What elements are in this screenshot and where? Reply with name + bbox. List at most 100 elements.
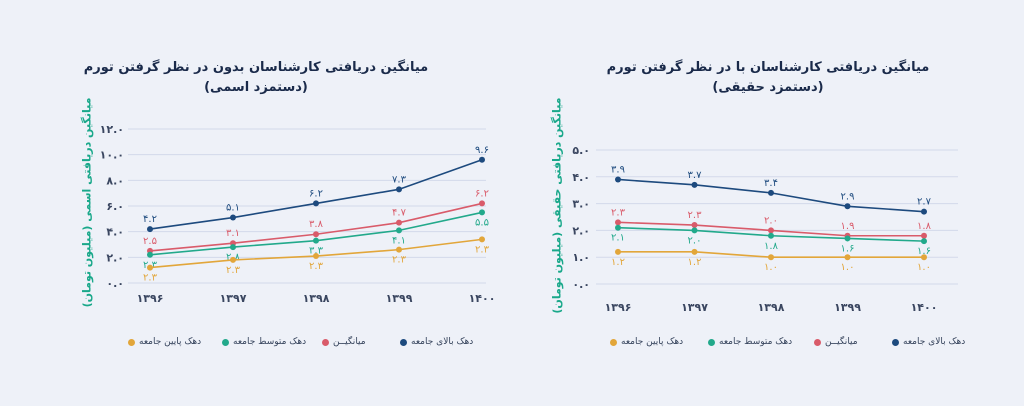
nominal-data-label-avg: ۳.۱ — [226, 228, 240, 239]
nominal-point-top — [313, 200, 319, 207]
nominal-data-label-top: ۹.۶ — [475, 145, 489, 156]
legend-item-top: دهک بالای جامعه — [400, 337, 473, 347]
legend-label-low: دهک پایین جامعه — [621, 337, 684, 347]
real-point-avg — [615, 219, 621, 226]
real-data-label-low: ۱.۰ — [917, 262, 931, 273]
nominal-data-label-low: ۲.۳ — [475, 244, 490, 255]
nominal-point-low — [147, 264, 153, 271]
legend-item-low: دهک پایین جامعه — [128, 337, 201, 347]
real-chart-title: میانگین دریافتی کارشناسان با در نظر گرفت… — [606, 60, 930, 75]
nominal-x-tick-label: ۱۳۹۶ — [137, 292, 164, 305]
nominal-point-low — [479, 236, 485, 243]
nominal-data-label-top: ۵.۱ — [226, 203, 240, 214]
nominal-y-tick-label: ۸.۰ — [106, 174, 124, 187]
nominal-point-avg — [396, 219, 402, 226]
nominal-data-label-avg: ۴.۷ — [392, 208, 407, 219]
nominal-data-label-avg: ۲.۵ — [143, 236, 157, 247]
real-data-label-avg: ۲.۳ — [688, 210, 703, 221]
real-point-top — [844, 203, 851, 210]
real-point-top — [615, 176, 621, 183]
real-data-label-top: ۲.۷ — [917, 197, 932, 208]
real-point-low — [921, 254, 927, 261]
nominal-point-mid — [313, 237, 319, 244]
real-data-label-low: ۱.۰ — [764, 262, 778, 273]
nominal-point-top — [230, 214, 236, 221]
nominal-data-label-low: ۲.۳ — [392, 255, 407, 266]
real-point-low — [615, 248, 621, 255]
nominal-point-mid — [396, 227, 402, 234]
nominal-point-avg — [313, 231, 319, 238]
real-chart-plot: ۰.۰ ۱.۰ ۲.۰ ۳.۰ ۴.۰ ۵.۰ ۱۳۹۶ ۱۳۹۷ ۱۳۹۸ ۱۳۹۹ ۱۴۰۰ ۳.… — [572, 144, 958, 314]
nominal-point-mid — [230, 244, 236, 251]
nominal-point-low — [313, 253, 319, 260]
real-point-avg — [768, 227, 774, 234]
real-chart-panel: میانگین دریافتی کارشناسان با در نظر گرفت… — [512, 0, 1024, 406]
legend-label-top: دهک بالای جامعه — [411, 337, 474, 347]
legend-item-mid: دهک متوسط جامعه — [222, 337, 306, 347]
real-data-label-mid: ۱.۶ — [917, 246, 931, 257]
legend-dot-low — [128, 338, 135, 346]
nominal-data-label-low: ۲.۳ — [309, 261, 324, 272]
nominal-y-tick-label: ۲.۰ — [106, 251, 124, 264]
nominal-chart-subtitle: (دستمزد اسمی) — [204, 80, 308, 95]
nominal-data-label-top: ۶.۲ — [309, 188, 323, 199]
legend-item-avg: میانگیــن — [814, 337, 858, 347]
nominal-point-mid — [147, 251, 153, 258]
nominal-data-label-mid: ۳.۳ — [309, 246, 324, 257]
nominal-y-tick-label: ۴.۰ — [106, 226, 124, 239]
legend-label-avg: میانگیــن — [825, 337, 858, 347]
real-data-label-top: ۳.۴ — [764, 178, 778, 189]
legend-dot-top — [892, 338, 899, 346]
nominal-x-tick-label: ۱۳۹۹ — [386, 292, 413, 305]
real-y-tick-label: ۴.۰ — [572, 171, 590, 184]
nominal-chart-legend: دهک پایین جامعه دهک متوسط جامعه میانگیــ… — [0, 337, 512, 353]
nominal-data-label-top: ۷.۳ — [392, 174, 407, 185]
nominal-point-top — [479, 156, 485, 163]
legend-item-top: دهک بالای جامعه — [892, 337, 965, 347]
real-y-tick-label: ۰.۰ — [572, 278, 590, 291]
real-data-label-avg: ۱.۸ — [917, 221, 932, 232]
nominal-data-label-mid: ۴.۱ — [392, 235, 406, 246]
real-point-top — [921, 208, 927, 215]
legend-dot-avg — [322, 338, 329, 346]
nominal-x-tick-label: ۱۳۹۷ — [220, 292, 247, 305]
nominal-y-tick-label: ۰.۰ — [106, 277, 124, 290]
real-chart-legend: دهک پایین جامعه دهک متوسط جامعه میانگیــ… — [512, 337, 1024, 353]
real-point-avg — [921, 232, 927, 239]
nominal-y-tick-label: ۱۰.۰ — [100, 149, 124, 162]
real-point-top — [768, 189, 774, 196]
real-point-low — [844, 254, 851, 261]
legend-item-avg: میانگیــن — [322, 337, 366, 347]
real-point-mid — [691, 227, 698, 234]
real-data-label-low: ۱.۲ — [688, 257, 702, 268]
legend-label-mid: دهک متوسط جامعه — [233, 337, 307, 347]
real-point-avg — [691, 222, 698, 229]
legend-label-avg: میانگیــن — [333, 337, 366, 347]
nominal-data-label-avg: ۳.۸ — [309, 219, 324, 230]
real-y-tick-label: ۱.۰ — [572, 251, 590, 264]
nominal-point-top — [396, 186, 402, 193]
legend-dot-top — [400, 338, 407, 346]
real-x-tick-label: ۱۳۹۷ — [681, 301, 708, 314]
real-y-tick-label: ۵.۰ — [572, 144, 590, 157]
real-x-tick-label: ۱۳۹۶ — [605, 301, 632, 314]
nominal-chart-title: میانگین دریافتی کارشناسان بدون در نظر گر… — [83, 60, 429, 75]
nominal-chart-plot: ۰.۰ ۲.۰ ۴.۰ ۶.۰ ۸.۰ ۱۰.۰ ۱۲.۰ ۱۳۹۶ ۱۳۹۷ ۱۳۹۸ ۱۳۹۹ ۱… — [100, 123, 496, 305]
nominal-data-label-low: ۲.۳ — [226, 265, 241, 276]
nominal-point-low — [230, 256, 236, 263]
nominal-y-tick-label: ۶.۰ — [106, 200, 124, 213]
real-point-mid — [921, 238, 927, 245]
legend-item-mid: دهک متوسط جامعه — [708, 337, 792, 347]
real-data-label-top: ۲.۹ — [841, 191, 855, 202]
real-data-label-mid: ۲.۱ — [611, 233, 625, 244]
real-data-label-low: ۱.۰ — [841, 262, 855, 273]
nominal-point-avg — [479, 200, 485, 207]
real-x-tick-label: ۱۳۹۸ — [758, 301, 785, 314]
legend-label-mid: دهک متوسط جامعه — [719, 337, 793, 347]
real-data-label-low: ۱.۲ — [611, 257, 625, 268]
real-x-tick-label: ۱۳۹۹ — [834, 301, 861, 314]
nominal-data-label-low: ۲.۳ — [143, 273, 158, 284]
real-data-label-avg: ۲.۳ — [611, 207, 626, 218]
real-point-low — [768, 254, 774, 261]
